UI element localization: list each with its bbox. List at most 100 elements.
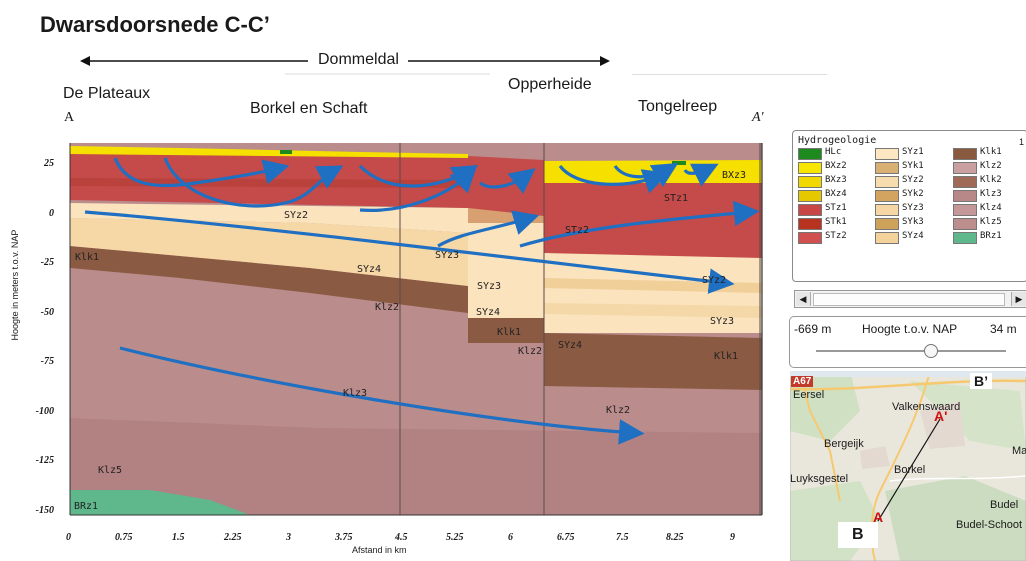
x-tick: 7.5 — [616, 532, 629, 543]
x-tick: 0.75 — [115, 532, 133, 543]
legend-swatch — [798, 148, 822, 160]
legend-swatch — [953, 148, 977, 160]
legend-swatch — [798, 204, 822, 216]
brz1-unit — [70, 490, 250, 515]
x-tick: 1.5 — [172, 532, 185, 543]
borkel-en-schaft-label: Borkel en Schaft — [250, 100, 368, 117]
unit-label: BRz1 — [74, 501, 99, 512]
hlc-patch — [280, 150, 292, 154]
hydrogeologie-legend: Hydrogeologie 1 HLc BXz2 BXz3 BXz4 STz1 … — [792, 130, 1026, 282]
slider-min-label: -669 m — [794, 322, 832, 336]
dommeldal-label: Dommeldal — [318, 51, 399, 68]
unit-label: SYz4 — [558, 340, 583, 351]
syz4-unit — [70, 218, 468, 286]
road-badge: A67 — [791, 376, 814, 387]
legend-swatch — [798, 176, 822, 188]
unit-label: Klz2 — [518, 346, 543, 357]
scroll-left-icon[interactable]: ◀ — [796, 292, 811, 306]
unit-label: Klk1 — [497, 327, 522, 338]
map-point-a: A — [873, 509, 884, 525]
section-start-label: A — [64, 110, 75, 125]
slider-thumb[interactable] — [924, 344, 938, 358]
unit-label: Klk1 — [714, 351, 739, 362]
unit-label: SYz4 — [476, 307, 501, 318]
unit-label: SYz3 — [710, 316, 735, 327]
klk1-band-mid — [468, 318, 544, 343]
legend-scrollbar[interactable]: ◀ ▶ — [794, 290, 1026, 308]
x-tick: 4.5 — [395, 532, 408, 543]
unit-label: Klz2 — [375, 302, 400, 313]
map-corner-b-prime: B’ — [970, 373, 992, 389]
map-place: Borkel — [894, 464, 926, 476]
legend-swatch — [798, 190, 822, 202]
y-tick: -50 — [40, 307, 54, 318]
unit-label: Klz2 — [606, 405, 631, 416]
map-graphic — [790, 371, 1026, 561]
unit-label: Klz5 — [98, 465, 123, 476]
klz5-unit — [70, 418, 762, 515]
map-place: Ma — [1012, 445, 1026, 457]
height-slider-panel: -669 m Hoogte t.o.v. NAP 34 m — [789, 316, 1026, 368]
cross-section — [69, 143, 763, 516]
legend-swatch — [953, 162, 977, 174]
unit-label: SYz3 — [435, 250, 460, 261]
section-end-label: A' — [752, 110, 764, 125]
map-place: Bergeijk — [824, 438, 864, 450]
y-tick: 25 — [44, 158, 54, 169]
map-place: Budel — [990, 499, 1019, 511]
map-point-a-prime: A' — [934, 408, 948, 424]
legend-swatch — [953, 218, 977, 230]
map-place: Budel-Schoot — [956, 519, 1023, 531]
x-tick: 6 — [508, 532, 513, 543]
legend-title: Hydrogeologie — [798, 135, 877, 146]
legend-swatch — [875, 176, 899, 188]
unit-label: BXz3 — [722, 170, 747, 181]
legend-corner-mark: 1 — [1019, 137, 1025, 147]
header-rule — [632, 74, 827, 75]
y-tick: -125 — [35, 455, 54, 466]
klk1-band-east — [544, 333, 762, 390]
y-tick: -25 — [40, 257, 54, 268]
klk1-band-west — [70, 246, 468, 313]
legend-swatch — [875, 162, 899, 174]
legend-swatch — [953, 176, 977, 188]
unit-label: Klk1 — [75, 252, 100, 263]
scroll-thumb[interactable] — [813, 293, 1005, 306]
map-place: Luyksgestel — [790, 473, 849, 485]
legend-swatch — [875, 218, 899, 230]
legend-swatch — [875, 204, 899, 216]
x-tick: 3.75 — [335, 532, 353, 543]
x-tick: 8.25 — [666, 532, 684, 543]
legend-swatch — [875, 232, 899, 244]
slider-track[interactable] — [816, 350, 1006, 352]
slider-max-label: 34 m — [990, 322, 1017, 336]
x-axis-label: Afstand in km — [352, 545, 407, 555]
unit-label: SYz2 — [702, 275, 727, 286]
x-tick: 2.25 — [224, 532, 242, 543]
dommeldal-arrow — [80, 56, 610, 75]
y-tick: -100 — [35, 406, 54, 417]
unit-label: SYz4 — [357, 264, 382, 275]
x-tick: 3 — [286, 532, 291, 543]
de-plateaux-label: De Plateaux — [63, 85, 151, 102]
syz3-strip-2 — [544, 303, 762, 318]
x-tick: 9 — [730, 532, 735, 543]
map-corner-b: B — [838, 522, 878, 548]
legend-swatch — [798, 218, 822, 230]
unit-label: SYz2 — [284, 210, 309, 221]
legend-swatch — [875, 190, 899, 202]
legend-swatch — [953, 204, 977, 216]
legend-swatch — [798, 162, 822, 174]
y-tick: -75 — [40, 356, 54, 367]
page-title: Dwarsdoorsnede C-C’ — [40, 12, 270, 37]
map-place: Valkenswaard — [892, 401, 961, 413]
bxz-top-west — [70, 146, 468, 158]
unit-label: SYz3 — [477, 281, 502, 292]
groundwater-flow-arrows — [84, 157, 760, 445]
map-place: Eersel — [793, 389, 825, 401]
slider-caption: Hoogte t.o.v. NAP — [862, 322, 958, 336]
legend-swatch — [875, 148, 899, 160]
scroll-right-icon[interactable]: ▶ — [1011, 292, 1026, 306]
y-tick: -150 — [35, 505, 54, 516]
legend-swatch — [953, 190, 977, 202]
